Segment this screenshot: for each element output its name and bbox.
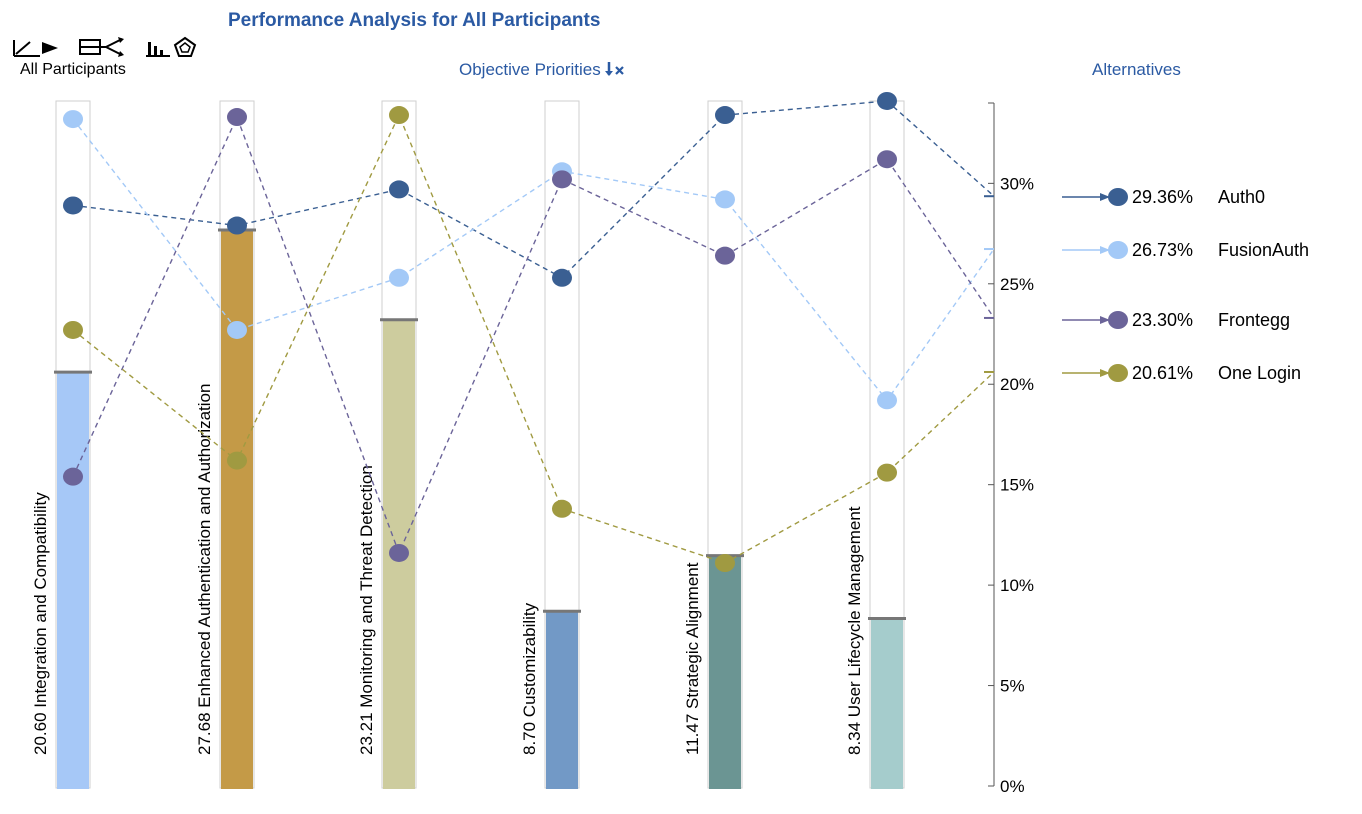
objective-label: 23.21 Monitoring and Threat Detection [357, 465, 376, 755]
data-point[interactable] [389, 180, 409, 199]
objective-label: 11.47 Strategic Alignment [683, 562, 702, 755]
legend-name[interactable]: FusionAuth [1218, 240, 1309, 260]
y-tick-label: 20% [1000, 375, 1034, 394]
data-point[interactable] [715, 554, 735, 573]
objective-label: 8.34 User Lifecycle Management [845, 506, 864, 755]
data-point[interactable] [389, 543, 409, 562]
priority-bar[interactable] [57, 372, 89, 789]
bar-radar-chart-icon[interactable] [144, 36, 200, 58]
legend-marker[interactable] [1108, 241, 1128, 259]
flow-diagram-icon[interactable] [78, 36, 134, 58]
data-point[interactable] [63, 110, 83, 129]
sort-clear-icon[interactable] [605, 61, 627, 77]
legend-name[interactable]: One Login [1218, 363, 1301, 383]
data-point[interactable] [877, 391, 897, 410]
legend-marker[interactable] [1108, 364, 1128, 382]
legend-value: 26.73% [1132, 240, 1193, 260]
y-tick-label: 30% [1000, 174, 1034, 193]
data-point[interactable] [715, 246, 735, 265]
y-tick-label: 15% [1000, 476, 1034, 495]
alternatives-label: Alternatives [1092, 60, 1181, 79]
data-point[interactable] [877, 463, 897, 482]
priority-bar[interactable] [709, 555, 741, 789]
data-point[interactable] [715, 106, 735, 125]
legend-value: 23.30% [1132, 310, 1193, 330]
series-line [72, 118, 995, 402]
data-point[interactable] [389, 268, 409, 287]
data-point[interactable] [227, 216, 247, 235]
objective-label: 27.68 Enhanced Authentication and Author… [195, 384, 214, 755]
objective-label: 20.60 Integration and Compatibility [31, 492, 50, 755]
legend-value: 20.61% [1132, 363, 1193, 383]
participants-label: All Participants [20, 61, 126, 78]
legend-arrowhead [1100, 193, 1110, 201]
legend-name[interactable]: Frontegg [1218, 310, 1290, 330]
data-point[interactable] [227, 320, 247, 339]
data-point[interactable] [552, 499, 572, 518]
legend-value: 29.36% [1132, 187, 1193, 207]
page-title: Performance Analysis for All Participant… [228, 10, 601, 31]
objective-priorities-header[interactable]: Objective Priorities [459, 60, 627, 80]
y-tick-label: 0% [1000, 777, 1025, 796]
legend-marker[interactable] [1108, 311, 1128, 329]
data-point[interactable] [63, 467, 83, 486]
y-tick-label: 10% [1000, 576, 1034, 595]
legend-arrowhead [1100, 369, 1110, 377]
y-tick-label: 5% [1000, 677, 1025, 696]
data-point[interactable] [877, 150, 897, 169]
data-point[interactable] [63, 320, 83, 339]
priority-bar[interactable] [871, 618, 903, 789]
objective-priorities-label: Objective Priorities [459, 60, 601, 79]
objective-label: 8.70 Customizability [520, 602, 539, 755]
data-point[interactable] [552, 268, 572, 287]
priority-bar[interactable] [221, 229, 253, 789]
legend-arrowhead [1100, 246, 1110, 254]
data-point[interactable] [227, 108, 247, 127]
data-point[interactable] [389, 106, 409, 125]
line-chart-icon[interactable] [12, 36, 68, 58]
legend-arrowhead [1100, 316, 1110, 324]
priority-bar[interactable] [546, 611, 578, 789]
legend-marker[interactable] [1108, 188, 1128, 206]
y-tick-label: 25% [1000, 275, 1034, 294]
data-point[interactable] [552, 170, 572, 189]
data-point[interactable] [877, 91, 897, 110]
data-point[interactable] [227, 451, 247, 470]
data-point[interactable] [715, 190, 735, 209]
legend-name[interactable]: Auth0 [1218, 187, 1265, 207]
data-point[interactable] [63, 196, 83, 215]
